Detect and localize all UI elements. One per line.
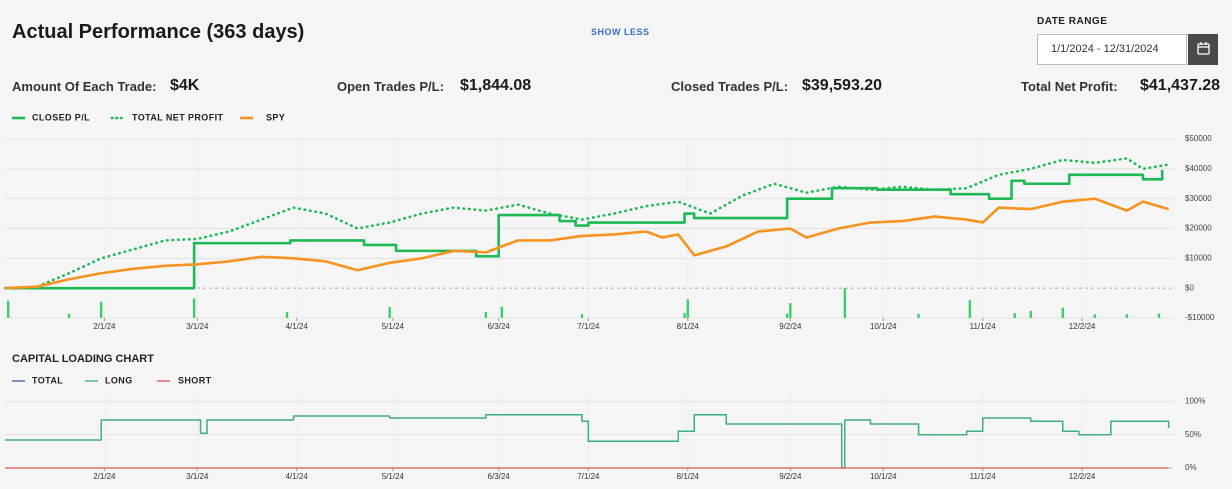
bar (500, 306, 504, 318)
x-tick-label: 8/1/24 (677, 322, 700, 331)
x-tick-label: 3/1/24 (186, 322, 209, 331)
series-line (3, 157, 1170, 290)
stat-label: Closed Trades P/L: (671, 79, 789, 94)
stat-label: Amount Of Each Trade: (12, 79, 157, 94)
x-tick-label: 3/1/24 (186, 472, 209, 481)
bar (1029, 310, 1032, 318)
x-tick-label: 7/1/24 (577, 472, 600, 481)
legend-label: TOTAL NET PROFIT (132, 112, 224, 122)
stat-label: Total Net Profit: (1021, 79, 1118, 94)
bar (1157, 313, 1161, 318)
stat-label: Open Trades P/L: (337, 79, 444, 94)
bar (388, 306, 391, 318)
bar (580, 314, 584, 318)
series-line (5, 414, 1170, 469)
bar (1125, 314, 1129, 318)
stat-value: $1,844.08 (460, 77, 532, 94)
x-tick-label: 6/3/24 (488, 472, 511, 481)
x-tick-label: 12/2/24 (1069, 322, 1096, 331)
bar (192, 298, 196, 318)
y-tick-label: -$10000 (1185, 313, 1215, 322)
y-tick-label: 50% (1185, 430, 1201, 439)
stat-value: $4K (170, 77, 200, 94)
legend-label: SHORT (178, 375, 212, 385)
x-tick-label: 11/1/24 (970, 472, 997, 481)
calendar-button[interactable] (1188, 34, 1218, 65)
x-tick-label: 10/1/24 (870, 472, 897, 481)
bar (789, 303, 792, 318)
show-less-link[interactable]: SHOW LESS (591, 27, 650, 37)
date-range-value: 1/1/2024 - 12/31/2024 (1051, 43, 1159, 55)
x-tick-label: 2/1/24 (93, 322, 116, 331)
bar (785, 313, 789, 318)
y-tick-label: 0% (1185, 463, 1197, 472)
y-tick-label: $30000 (1185, 194, 1212, 203)
bar (7, 300, 10, 318)
x-tick-label: 11/1/24 (970, 322, 997, 331)
bar (968, 300, 972, 318)
x-tick-label: 5/1/24 (382, 472, 405, 481)
x-tick-label: 5/1/24 (382, 322, 405, 331)
date-range-label: DATE RANGE (1037, 16, 1108, 27)
x-tick-label: 4/1/24 (286, 472, 309, 481)
bar (67, 313, 71, 318)
x-tick-label: 9/2/24 (779, 472, 802, 481)
bar (1093, 314, 1097, 318)
bar (1013, 313, 1016, 318)
stat-value: $41,437.28 (1140, 77, 1221, 94)
x-tick-label: 6/3/24 (488, 322, 511, 331)
series-line (5, 414, 1170, 469)
bar (843, 288, 847, 318)
bar (285, 312, 289, 318)
stat-value: $39,593.20 (802, 77, 883, 94)
x-tick-label: 9/2/24 (779, 322, 802, 331)
x-tick-label: 12/2/24 (1069, 472, 1096, 481)
date-range-input[interactable] (1037, 34, 1187, 65)
legend-label: CLOSED P/L (32, 112, 90, 122)
y-tick-label: $50000 (1185, 134, 1212, 143)
y-tick-label: $0 (1185, 283, 1194, 292)
series-line (4, 197, 1169, 290)
series-line (5, 170, 1164, 290)
legend-label: TOTAL (32, 375, 63, 385)
x-tick-label: 8/1/24 (677, 472, 700, 481)
y-tick-label: $20000 (1185, 224, 1212, 233)
y-tick-label: 100% (1185, 396, 1205, 405)
bar (686, 299, 689, 318)
x-tick-label: 7/1/24 (577, 322, 600, 331)
page-title: Actual Performance (363 days) (12, 21, 305, 43)
bar (683, 312, 686, 318)
calendar-icon (1197, 42, 1210, 55)
bar (99, 301, 103, 318)
legend-label: SPY (266, 112, 285, 122)
x-tick-label: 4/1/24 (286, 322, 309, 331)
bar (917, 313, 920, 318)
chart-title: CAPITAL LOADING CHART (12, 353, 154, 365)
x-tick-label: 2/1/24 (93, 472, 116, 481)
bar (1061, 307, 1065, 318)
y-tick-label: $10000 (1185, 253, 1212, 262)
x-tick-label: 10/1/24 (870, 322, 897, 331)
bar (484, 312, 488, 318)
legend-label: LONG (105, 375, 133, 385)
y-tick-label: $40000 (1185, 164, 1212, 173)
